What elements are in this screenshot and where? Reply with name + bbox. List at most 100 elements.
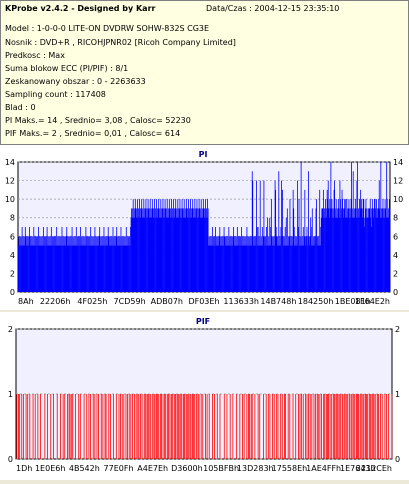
- pi-bar: [270, 199, 272, 292]
- pi-bar: [140, 217, 142, 292]
- pi-bar: [173, 199, 174, 292]
- pif-bar: [284, 394, 285, 459]
- pi-bar: [249, 236, 251, 292]
- pi-bar: [236, 236, 238, 292]
- pi-bar: [237, 245, 239, 292]
- pi-bar: [257, 245, 258, 292]
- pi-bar: [122, 236, 124, 292]
- pi-bar: [44, 236, 45, 292]
- pi-bar: [265, 236, 266, 292]
- pi-bar: [148, 208, 149, 292]
- pi-bar: [389, 208, 391, 292]
- pi-bar: [132, 208, 134, 292]
- pi-bar: [338, 208, 340, 292]
- pif-bar: [64, 394, 66, 459]
- pi-bar: [254, 245, 256, 292]
- pi-bar: [148, 217, 150, 292]
- pif-bar: [369, 394, 371, 459]
- pi-bar: [379, 217, 381, 292]
- pi-bar: [275, 189, 277, 292]
- pi-bar: [184, 217, 186, 292]
- pi-bar: [216, 236, 218, 292]
- pi-bar: [47, 245, 49, 292]
- pi-bar: [73, 236, 75, 292]
- pif-bar: [62, 394, 64, 459]
- pif-chart-svg: PIF 0 0 1 1 2 2 1Dh 1E0E6h 4B542h 77E0Fh A4E7Eh D36…: [8, 317, 400, 473]
- pif-bar: [79, 394, 81, 459]
- pi-bar: [183, 199, 185, 292]
- pif-bar: [205, 394, 206, 459]
- pi-bar: [154, 199, 155, 292]
- pi-xtick-label: 14B748h: [260, 297, 296, 306]
- pi-bar: [284, 245, 286, 292]
- pi-bar: [88, 245, 90, 292]
- pi-bar: [156, 208, 158, 292]
- info-line: Nosnik : DVD+R , RICOHJPNR02 [Ricoh Comp…: [5, 38, 236, 47]
- pi-bar: [324, 208, 325, 292]
- pi-bar: [137, 217, 139, 292]
- pif-bar: [313, 394, 315, 459]
- pi-bar: [243, 236, 245, 292]
- pi-bar: [199, 217, 201, 292]
- pi-bar: [134, 199, 136, 292]
- pif-bar: [120, 394, 122, 459]
- pi-bar: [94, 227, 96, 292]
- pi-bar: [177, 199, 179, 292]
- pi-bar: [210, 245, 212, 292]
- pif-bar: [323, 394, 325, 459]
- pif-bar: [186, 394, 188, 459]
- pi-bar: [40, 236, 42, 292]
- pi-bar: [238, 245, 240, 292]
- pi-bar: [318, 236, 320, 292]
- pi-bar: [367, 217, 368, 292]
- pi-bar: [352, 171, 354, 292]
- pif-bar: [115, 394, 117, 459]
- pif-bar: [309, 394, 311, 459]
- pif-xtick-label: D3600h: [171, 464, 203, 473]
- pi-bar: [86, 236, 87, 292]
- pi-bar: [204, 217, 205, 292]
- pi-bar: [103, 245, 104, 292]
- pi-ytick-label-right: 14: [393, 158, 403, 167]
- pi-bar: [106, 245, 108, 292]
- pi-bar: [335, 208, 337, 292]
- pi-bar: [349, 208, 351, 292]
- pi-bar: [221, 245, 222, 292]
- pif-bar: [350, 394, 352, 459]
- pi-bar: [125, 227, 127, 292]
- pi-bar: [158, 217, 160, 292]
- pi-bar: [103, 227, 105, 292]
- pi-bar: [278, 245, 280, 292]
- pi-bar: [139, 208, 141, 292]
- pi-bar: [32, 236, 34, 292]
- pif-bar: [202, 394, 204, 459]
- pi-bar: [91, 245, 93, 292]
- pi-bar: [224, 236, 225, 292]
- pi-bar: [318, 245, 320, 292]
- pi-bar: [314, 245, 316, 292]
- pi-bar: [123, 236, 125, 292]
- pi-bar: [279, 236, 281, 292]
- pi-xtick-label: 184250h: [298, 297, 334, 306]
- pi-bar: [322, 208, 324, 292]
- pi-bar: [114, 236, 116, 292]
- pi-bar: [259, 245, 261, 292]
- pi-bar: [337, 199, 339, 292]
- pi-bar: [287, 245, 289, 292]
- pi-bar: [333, 217, 334, 292]
- pi-bar: [84, 236, 86, 292]
- pif-bar: [349, 394, 350, 459]
- pif-bar: [373, 394, 375, 459]
- pi-bar: [54, 236, 55, 292]
- pi-bar: [193, 217, 195, 292]
- pi-bar: [343, 208, 345, 292]
- pi-bar: [305, 245, 307, 292]
- pi-bar: [346, 199, 348, 292]
- pi-bar: [57, 245, 59, 292]
- pi-bar: [96, 245, 97, 292]
- pi-bar: [90, 227, 92, 292]
- pi-bar: [89, 245, 91, 292]
- pi-ytick-label-right: 4: [393, 251, 398, 260]
- pif-bar: [121, 394, 123, 459]
- pi-bar: [104, 236, 106, 292]
